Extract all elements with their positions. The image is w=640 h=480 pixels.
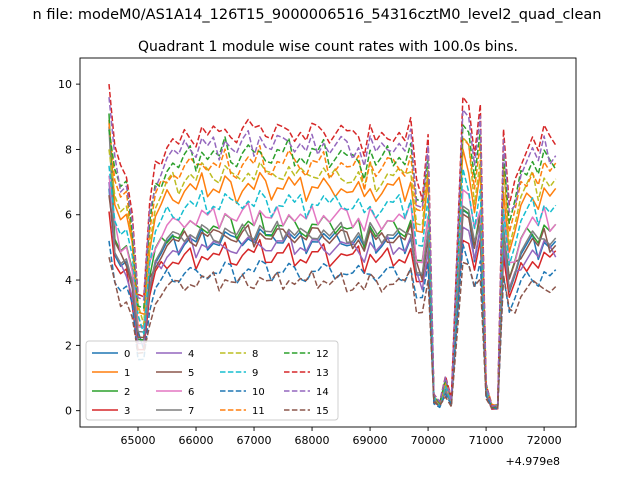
legend-label-8: 8: [252, 349, 258, 360]
legend-label-9: 9: [252, 368, 258, 379]
legend-box: [85, 340, 339, 421]
legend-label-11: 11: [252, 406, 265, 417]
plot-area: [108, 84, 557, 411]
x-tick-label: 67000: [237, 434, 272, 447]
series-line-14: [108, 97, 557, 407]
x-tick-label: 71000: [469, 434, 504, 447]
series-line-8: [108, 136, 557, 407]
legend-label-14: 14: [316, 387, 329, 398]
legend-label-6: 6: [188, 387, 194, 398]
y-tick-label: 8: [65, 143, 72, 156]
series-line-13: [108, 84, 557, 407]
legend-label-7: 7: [188, 406, 194, 417]
legend-label-4: 4: [188, 349, 194, 360]
legend-label-13: 13: [316, 368, 329, 379]
legend-label-0: 0: [124, 349, 130, 360]
x-tick-label: 69000: [353, 434, 388, 447]
legend-label-2: 2: [124, 387, 130, 398]
series-line-7: [108, 126, 557, 408]
legend-label-15: 15: [316, 406, 329, 417]
series-line-15: [108, 257, 557, 410]
legend-label-10: 10: [252, 387, 265, 398]
x-tick-label: 66000: [179, 434, 214, 447]
y-tick-label: 2: [65, 339, 72, 352]
legend-label-12: 12: [316, 349, 329, 360]
x-tick-label: 65000: [121, 434, 156, 447]
y-tick-label: 10: [58, 78, 72, 91]
legend-label-3: 3: [124, 406, 130, 417]
x-offset-label: +4.979e8: [506, 455, 560, 468]
x-tick-label: 68000: [295, 434, 330, 447]
legend-label-5: 5: [188, 368, 194, 379]
plot-frame: [79, 57, 577, 428]
suptitle: n file: modeM0/AS1A14_126T15_9000006516_…: [33, 7, 602, 23]
y-tick-label: 0: [65, 405, 72, 418]
legend-label-1: 1: [124, 368, 130, 379]
series-line-9: [108, 165, 557, 407]
y-tick-label: 6: [65, 209, 72, 222]
chart-title: Quadrant 1 module wise count rates with …: [138, 39, 518, 55]
x-tick-label: 72000: [527, 434, 562, 447]
y-tick-label: 4: [65, 274, 72, 287]
x-tick-label: 70000: [411, 434, 446, 447]
axes: 65000 66000 67000 68000 69000 70000 71000 72000…: [58, 57, 577, 447]
series-line-11: [108, 123, 557, 408]
